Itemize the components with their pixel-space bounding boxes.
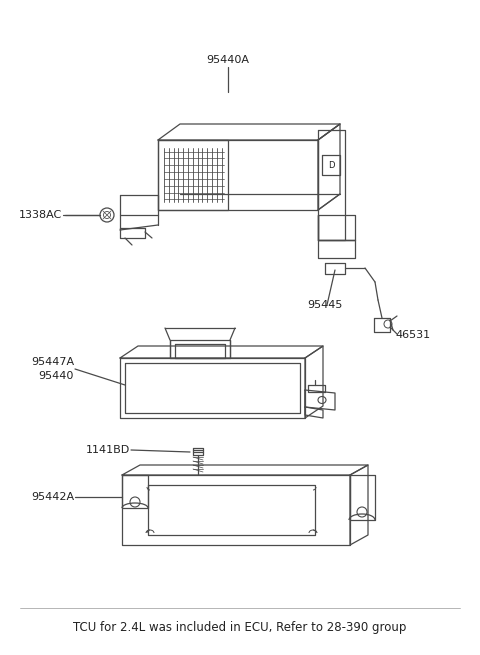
Text: 95440A: 95440A xyxy=(206,55,250,65)
Text: 1141BD: 1141BD xyxy=(86,445,130,455)
Text: 46531: 46531 xyxy=(395,330,430,340)
Text: 95440: 95440 xyxy=(38,371,74,381)
Text: D: D xyxy=(328,160,334,170)
Text: 1338AC: 1338AC xyxy=(19,210,62,220)
Text: 95442A: 95442A xyxy=(31,492,74,502)
Text: TCU for 2.4L was included in ECU, Refer to 28-390 group: TCU for 2.4L was included in ECU, Refer … xyxy=(73,622,407,635)
Text: 95445: 95445 xyxy=(307,300,342,310)
Text: 95447A: 95447A xyxy=(31,357,74,367)
